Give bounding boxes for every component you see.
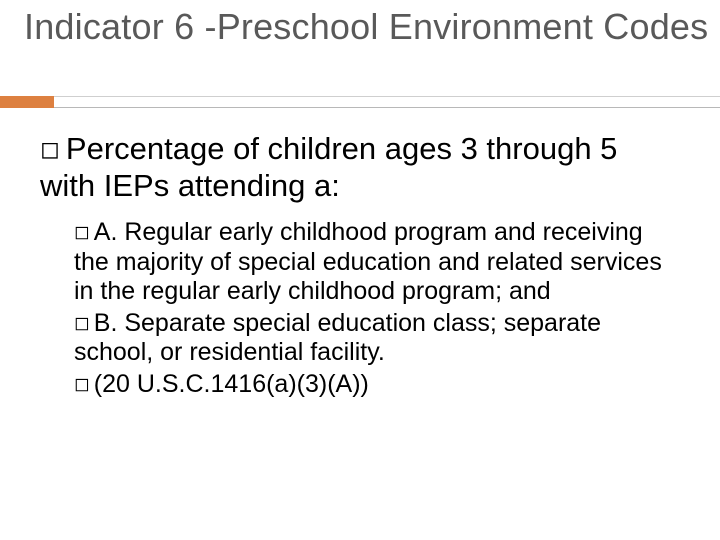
lead-text: Percentage of children ages 3 through 5 …	[40, 131, 617, 203]
sub-bullet-icon: ◻	[74, 374, 90, 395]
sub-items: ◻A. Regular early childhood program and …	[74, 218, 684, 401]
lead-paragraph: ◻Percentage of children ages 3 through 5…	[40, 130, 680, 204]
accent-bar	[0, 96, 54, 108]
underline-bottom	[54, 107, 720, 108]
underline-top	[54, 96, 720, 97]
slide-title: Indicator 6 -Preschool Environment Codes	[24, 6, 708, 47]
item-text: (20 U.S.C.1416(a)(3)(A))	[94, 370, 369, 398]
sub-bullet-icon: ◻	[74, 313, 90, 334]
sub-bullet-icon: ◻	[74, 222, 90, 243]
item-text: B. Separate special education class; sep…	[74, 309, 601, 367]
list-item: ◻(20 U.S.C.1416(a)(3)(A))	[74, 370, 684, 400]
lead-bullet-icon: ◻	[40, 136, 60, 163]
item-text: A. Regular early childhood program and r…	[74, 218, 662, 305]
list-item: ◻B. Separate special education class; se…	[74, 309, 684, 368]
list-item: ◻A. Regular early childhood program and …	[74, 218, 684, 307]
